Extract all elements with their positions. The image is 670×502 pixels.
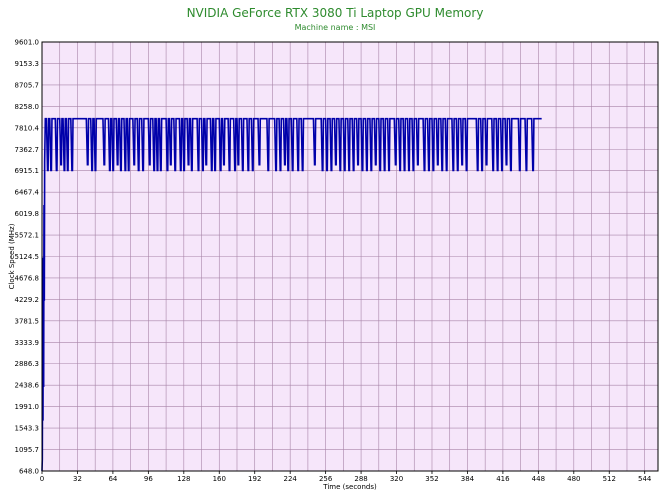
y-tick-label: 8705.7 [15,81,40,89]
chart-title: NVIDIA GeForce RTX 3080 Ti Laptop GPU Me… [186,6,484,20]
chart-subtitle: Machine name : MSI [294,23,376,32]
x-tick-label: 384 [461,475,475,483]
x-tick-label: 448 [532,475,545,483]
x-axis-label: Time (seconds) [322,483,377,491]
y-tick-label: 6019.8 [15,210,40,218]
x-tick-label: 128 [177,475,190,483]
x-tick-label: 544 [638,475,652,483]
plot-border [41,41,659,472]
x-tick-label: 512 [603,475,616,483]
y-tick-label: 9601.0 [15,39,40,47]
x-tick-label: 288 [354,475,367,483]
y-tick-label: 6467.4 [15,189,40,197]
y-axis-label: Clock Speed (MHz) [8,223,16,289]
y-tick-label: 9153.3 [15,60,40,68]
y-tick-label: 648.0 [19,468,39,476]
y-tick-label: 8258.0 [15,103,40,111]
x-tick-label: 160 [213,475,226,483]
x-tick-label: 256 [319,475,333,483]
y-tick-label: 1095.7 [15,446,40,454]
y-tick-label: 4229.2 [15,296,40,304]
y-tick-label: 1543.3 [15,425,40,433]
y-tick-label: 7810.4 [15,124,40,132]
y-tick-label: 4676.8 [15,274,40,282]
x-tick-label: 352 [425,475,438,483]
x-tick-label: 64 [108,475,117,483]
y-tick-label: 3333.9 [15,339,40,347]
y-tick-label: 5124.5 [15,253,40,261]
y-tick-label: 2886.3 [15,360,40,368]
x-tick-label: 224 [283,475,297,483]
x-tick-label: 192 [248,475,261,483]
grid-lines [42,41,658,472]
y-tick-label: 7362.7 [15,146,40,154]
x-tick-label: 480 [567,475,580,483]
y-tick-label: 5572.1 [15,232,40,240]
x-tick-label: 416 [496,475,510,483]
x-tick-label: 320 [390,475,403,483]
x-tick-label: 0 [40,475,44,483]
y-tick-label: 3781.5 [15,317,40,325]
y-tick-label: 1991.0 [15,403,40,411]
y-tick-label: 6915.1 [15,167,40,175]
series-line [41,117,542,472]
y-tick-label: 2438.6 [15,382,40,390]
x-tick-label: 32 [73,475,82,483]
x-axis-ticks: 0 32 64 96 128 160 192 224 256 288 320 352 384 416 448… [40,471,652,483]
y-axis-ticks: 648.0 1095.7 1543.3 1991.0 2438.6 2886.3 3333.… [15,39,40,476]
x-tick-label: 96 [144,475,153,483]
